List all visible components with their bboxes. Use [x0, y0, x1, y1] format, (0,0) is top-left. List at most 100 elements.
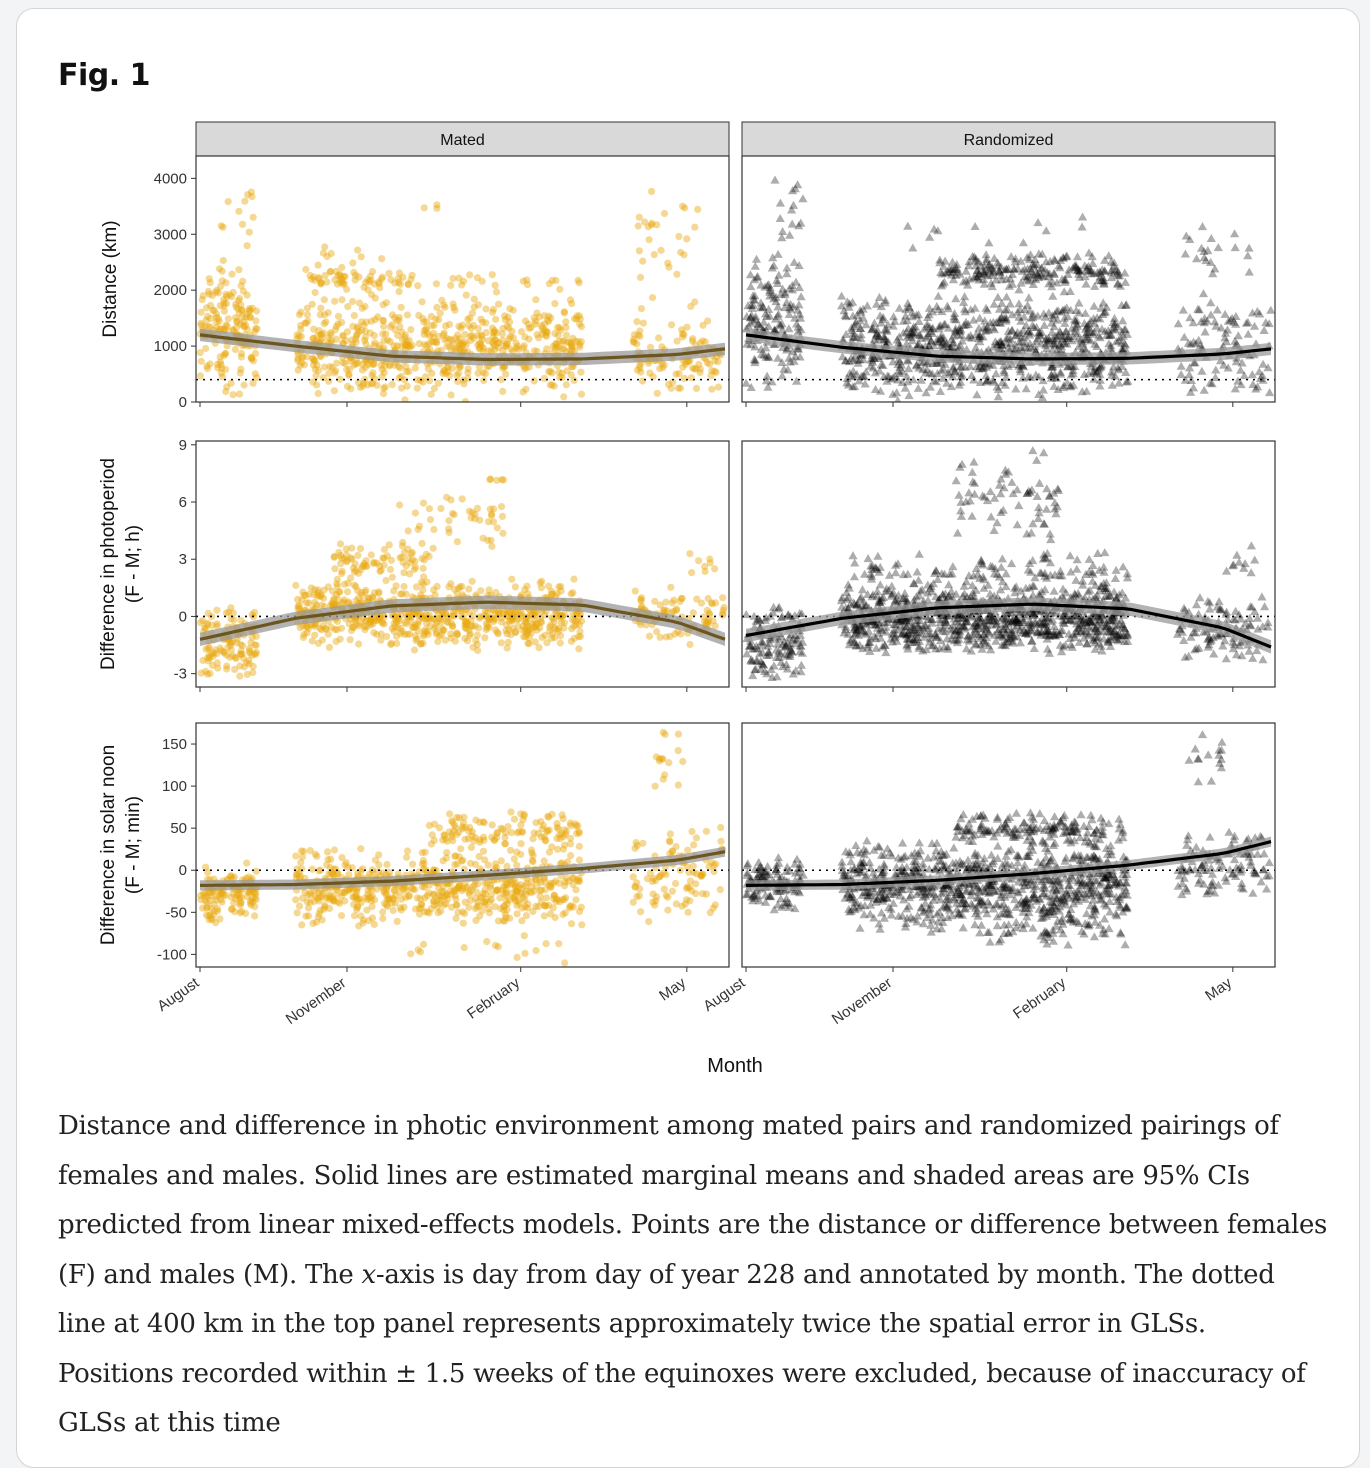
data-point	[396, 288, 403, 295]
data-point	[560, 393, 567, 400]
y-tick-label: 9	[179, 437, 187, 454]
data-point	[448, 391, 455, 398]
data-point	[679, 364, 686, 371]
data-point	[405, 527, 412, 534]
data-point	[206, 655, 213, 662]
data-point	[413, 635, 420, 642]
data-point	[480, 535, 487, 542]
data-point	[661, 210, 668, 217]
data-point	[387, 276, 394, 283]
data-point	[445, 517, 452, 524]
data-point	[633, 318, 640, 325]
data-point	[535, 644, 542, 651]
data-point	[440, 627, 447, 634]
data-point	[372, 316, 379, 323]
data-point	[537, 579, 544, 586]
data-point	[377, 637, 384, 644]
data-point	[250, 214, 257, 221]
data-point	[316, 275, 323, 282]
data-point	[564, 339, 571, 346]
data-point	[305, 625, 312, 632]
data-point	[552, 277, 559, 284]
data-point	[232, 301, 239, 308]
data-point	[330, 595, 337, 602]
data-point	[403, 368, 410, 375]
data-point	[367, 273, 374, 280]
data-point	[379, 330, 386, 337]
data-point	[407, 326, 414, 333]
data-point	[447, 630, 454, 637]
data-point	[358, 253, 365, 260]
data-point	[198, 309, 205, 316]
data-point	[252, 350, 259, 357]
data-point	[412, 622, 419, 629]
data-point	[707, 372, 714, 379]
data-point	[246, 308, 253, 315]
data-point	[213, 607, 220, 614]
data-point	[237, 651, 244, 658]
data-point	[477, 587, 484, 594]
data-point	[434, 638, 441, 645]
data-point	[388, 557, 395, 564]
data-point	[337, 636, 344, 643]
data-point	[241, 381, 248, 388]
y-tick-label: 2000	[154, 282, 187, 299]
data-point	[344, 383, 351, 390]
data-point	[230, 609, 237, 616]
y-tick-label: 3	[179, 551, 187, 568]
data-point	[551, 634, 558, 641]
data-point	[498, 503, 505, 510]
data-point	[512, 583, 519, 590]
data-point	[324, 253, 331, 260]
data-point	[487, 475, 494, 482]
data-point	[513, 340, 520, 347]
data-point	[315, 586, 322, 593]
data-point	[402, 342, 409, 349]
data-point	[451, 307, 458, 314]
data-point	[338, 625, 345, 632]
data-point	[421, 327, 428, 334]
y-tick-label: -3	[174, 666, 187, 683]
data-point	[578, 338, 585, 345]
data-point	[341, 581, 348, 588]
data-point	[423, 578, 430, 585]
data-point	[380, 323, 387, 330]
data-point	[396, 269, 403, 276]
data-point	[569, 589, 576, 596]
data-point	[492, 282, 499, 289]
data-point	[238, 307, 245, 314]
data-point	[577, 369, 584, 376]
data-point	[635, 331, 642, 338]
data-point	[446, 321, 453, 328]
data-point	[679, 330, 686, 337]
data-point	[493, 477, 500, 484]
data-point	[313, 381, 320, 388]
data-point	[420, 565, 427, 572]
data-point	[440, 368, 447, 375]
data-point	[485, 337, 492, 344]
data-point	[351, 312, 358, 319]
data-point	[649, 294, 656, 301]
data-point	[318, 602, 325, 609]
data-point	[460, 278, 467, 285]
data-point	[691, 224, 698, 231]
data-point	[222, 350, 229, 357]
data-point	[340, 273, 347, 280]
data-point	[335, 313, 342, 320]
data-point	[389, 625, 396, 632]
data-point	[253, 642, 260, 649]
data-point	[378, 255, 385, 262]
panel-bg-photoperiod-mated	[196, 441, 729, 687]
data-point	[520, 344, 527, 351]
data-point	[304, 311, 311, 318]
data-point	[354, 247, 361, 254]
data-point	[715, 384, 722, 391]
data-point	[658, 247, 665, 254]
data-point	[665, 264, 672, 271]
data-point	[632, 588, 639, 595]
data-point	[241, 198, 248, 205]
data-point	[347, 574, 354, 581]
data-point	[511, 609, 518, 616]
y-tick-label: 0	[179, 608, 187, 625]
y-axis-title-photoperiod-line2: (F - M; h)	[123, 525, 144, 603]
